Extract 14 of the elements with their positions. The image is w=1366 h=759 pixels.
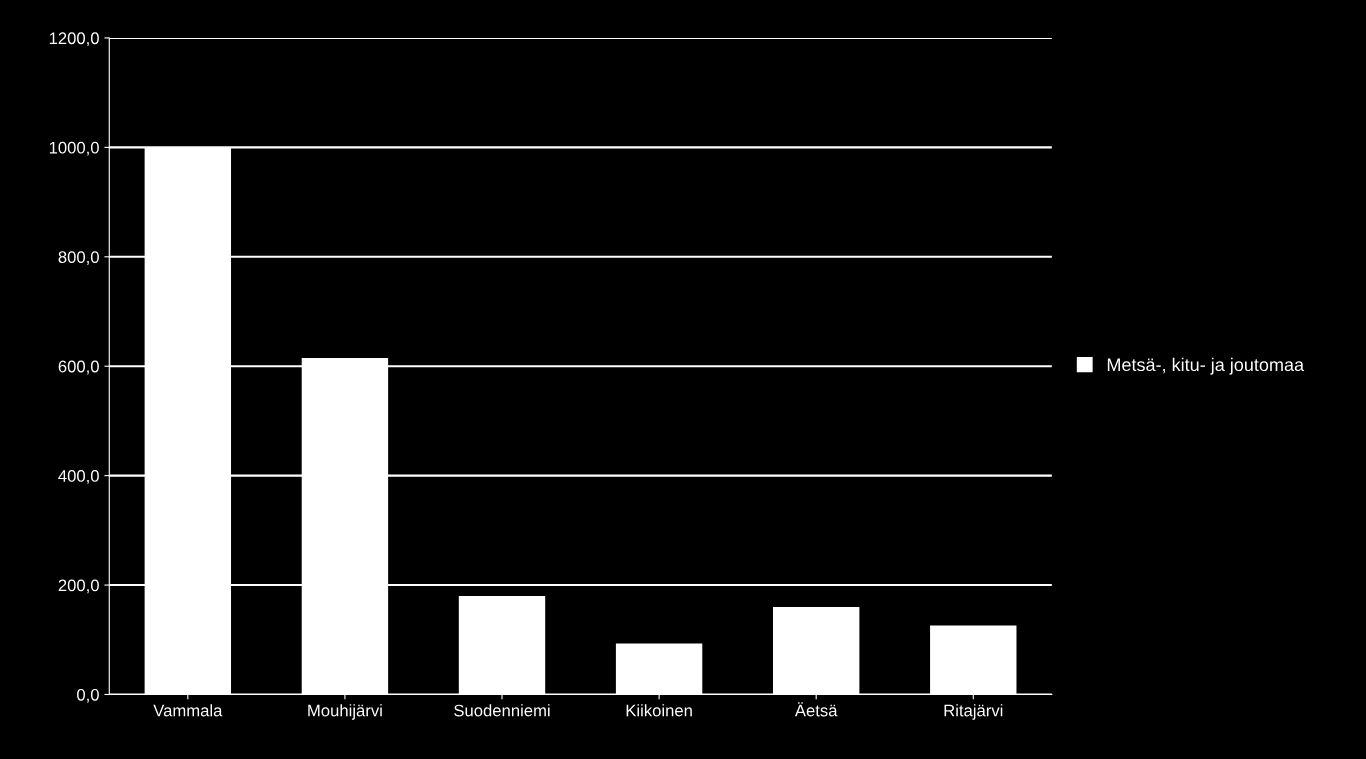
y-tick-label: 400,0 [58, 470, 99, 484]
x-tick-label: Kiikoinen [626, 704, 692, 717]
x-tick-label: Ritajärvi [944, 704, 1003, 720]
y-tick-label: 0,0 [77, 688, 99, 703]
y-tick-label: 200,0 [58, 579, 99, 594]
x-tick-label: Mouhijärvi [308, 704, 382, 720]
y-tick-label: 600,0 [58, 360, 99, 375]
x-tick-label: Äetsä [794, 702, 838, 717]
y-tick-label: 800,0 [58, 251, 99, 265]
x-tick-label: Vammala [153, 704, 223, 717]
x-tick-label: Suodenniemi [454, 704, 550, 717]
y-tick-label: 1000,0 [49, 141, 99, 156]
y-tick-label: 1200,0 [49, 32, 99, 47]
legend-label: Metsä-, kitu- ja joutomaa [1107, 357, 1305, 375]
